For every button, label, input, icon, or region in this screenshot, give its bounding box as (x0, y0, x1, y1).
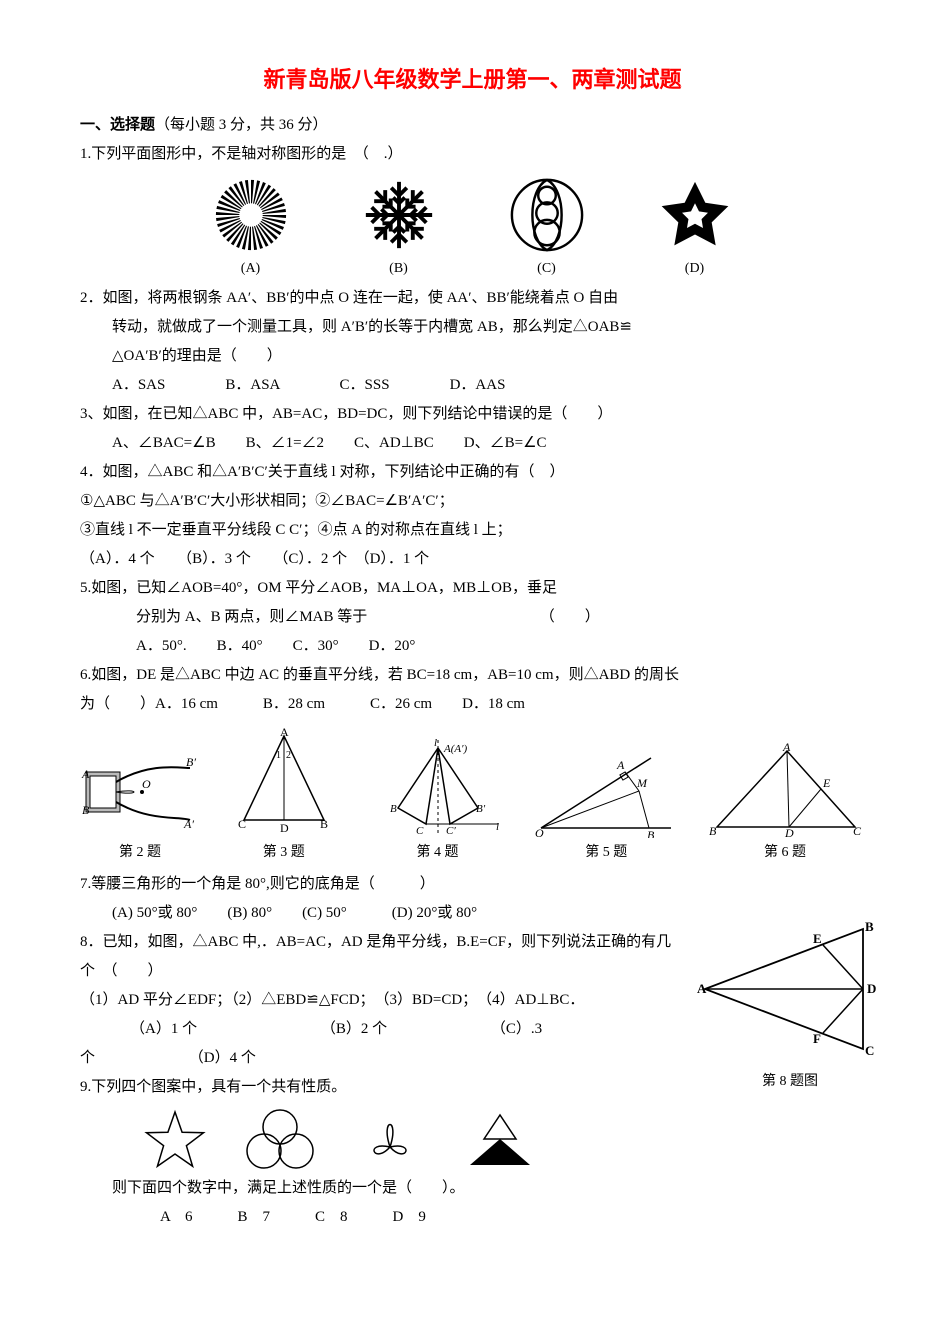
svg-text:D: D (867, 981, 876, 996)
svg-text:B′: B′ (476, 803, 486, 815)
page-title: 新青岛版八年级数学上册第一、两章测试题 (80, 60, 865, 100)
svg-text:A: A (280, 728, 289, 739)
q8-line5a: 个 (80, 1050, 95, 1066)
svg-text:O: O (142, 777, 151, 791)
svg-text:B: B (320, 817, 328, 831)
three-petals-icon (350, 1107, 430, 1173)
svg-text:F: F (813, 1031, 821, 1046)
svg-text:C′: C′ (446, 825, 456, 837)
q8-optC: （C）.3 (391, 1021, 542, 1037)
fig-q8-caption: 第 8 题图 (695, 1069, 885, 1094)
svg-text:E: E (822, 776, 831, 790)
svg-text:l: l (434, 738, 437, 749)
svg-text:A(A′): A(A′) (443, 743, 468, 755)
q1-optA-label: (A) (212, 256, 290, 281)
triangles-icon (460, 1107, 540, 1173)
q4-line1: 4．如图，△ABC 和△A′B′C′关于直线 l 对称，下列结论中正确的有（ ） (80, 459, 865, 486)
q1-optB: (B) (360, 176, 438, 281)
fig-q4: l A(A′) B C C′ B′ l 第 4 题 (368, 738, 508, 865)
q8-optD: （D）4 个 (99, 1050, 256, 1066)
caliper-icon: A B B′ A′ O (80, 748, 200, 838)
svg-text:B: B (865, 919, 874, 934)
svg-text:2: 2 (286, 750, 291, 761)
section-scoring: （每小题 3 分，共 36 分） (155, 117, 328, 133)
q9-opts: A 6 B 7 C 8 D 9 (80, 1204, 865, 1231)
section-1-heading: 一、选择题（每小题 3 分，共 36 分） (80, 112, 865, 139)
q3-opts: A、∠BAC=∠B B、∠1=∠2 C、AD⊥BC D、∠B=∠C (80, 430, 865, 457)
svg-text:C: C (238, 817, 246, 831)
q4-line2: ①△ABC 与△A′B′C′大小形状相同；②∠BAC=∠B′A′C′； (80, 488, 865, 515)
q1-text: 1.下列平面图形中，不是轴对称图形的是 （ .） (80, 141, 865, 168)
fig-q2-caption: 第 2 题 (80, 840, 200, 865)
svg-text:B: B (647, 828, 655, 838)
fig-q5: O A M B 第 5 题 (531, 743, 681, 865)
star-icon (656, 176, 734, 254)
q6-line1: 6.如图，DE 是△ABC 中边 AC 的垂直平分线，若 BC=18 cm，AB… (80, 662, 865, 689)
svg-text:O: O (535, 826, 544, 838)
fig-q6-caption: 第 6 题 (705, 840, 865, 865)
q2-opts: A．SAS B．ASA C．SSS D．AAS (80, 372, 865, 399)
svg-text:B′: B′ (186, 755, 196, 769)
svg-text:B: B (82, 803, 90, 817)
svg-text:C: C (865, 1043, 874, 1058)
symmetry-triangles-icon: l A(A′) B C C′ B′ l (368, 738, 508, 838)
q4-line3: ③直线 l 不一定垂直平分线段 C C′；④点 A 的对称点在直线 l 上； (80, 517, 865, 544)
q1-optD-label: (D) (656, 256, 734, 281)
svg-text:B: B (709, 824, 717, 838)
section-label: 一、选择题 (80, 117, 155, 133)
angle-bisector-icon: O A M B (531, 743, 681, 838)
isoceles-triangle-icon: A C B D 1 2 (224, 728, 344, 838)
q4-opts: （A）．4 个 （B）．3 个 （C）．2 个 （D）．1 个 (80, 546, 865, 573)
snowflake-icon (360, 176, 438, 254)
kite-triangle-icon: A B C D E F (695, 919, 885, 1069)
three-circles-icon (240, 1107, 320, 1173)
q8-optB: （B）2 个 (201, 1021, 387, 1037)
svg-text:M: M (636, 776, 648, 790)
fig-q3: A C B D 1 2 第 3 题 (224, 728, 344, 865)
q5-opts: A．50°. B．40° C．30° D．20° (80, 633, 865, 660)
q7-line1: 7.等腰三角形的一个角是 80°,则它的底角是（ ） (80, 871, 865, 898)
q2-line1: 2．如图，将两根钢条 AA′、BB′的中点 O 连在一起，使 AA′、BB′能绕… (80, 285, 865, 312)
q1-optD: (D) (656, 176, 734, 281)
q6-line2: 为（ ）A．16 cm B．28 cm C．26 cm D．18 cm (80, 691, 865, 718)
q1-optC: (C) (508, 176, 586, 281)
svg-text:A: A (697, 981, 707, 996)
q1-options: (A) (B) (C) (D) (80, 176, 865, 281)
svg-text:D: D (280, 821, 289, 835)
q5-line2: 分别为 A、B 两点，则∠MAB 等于 （ ） (80, 604, 865, 631)
perp-bisector-triangle-icon: A B C D E (705, 743, 865, 838)
q1-optC-label: (C) (508, 256, 586, 281)
q1-optB-label: (B) (360, 256, 438, 281)
svg-text:C: C (416, 825, 424, 837)
q2-line2: 转动，就做成了一个测量工具，则 A′B′的长等于内槽宽 AB，那么判定△OAB≌ (80, 314, 865, 341)
q9-icons (140, 1107, 865, 1173)
svg-text:A: A (81, 767, 90, 781)
svg-text:D: D (784, 826, 794, 838)
q1-optA: (A) (212, 176, 290, 281)
svg-text:C: C (853, 824, 862, 838)
sunburst-icon (212, 176, 290, 254)
fig-q5-caption: 第 5 题 (531, 840, 681, 865)
q5-line1: 5.如图，已知∠AOB=40°，OM 平分∠AOB，MA⊥OA，MB⊥OB，垂足 (80, 575, 865, 602)
svg-text:1: 1 (276, 750, 281, 761)
svg-text:A: A (616, 758, 625, 772)
fig-q4-caption: 第 4 题 (368, 840, 508, 865)
q2-line3: △OA′B′的理由是（ ） (80, 343, 865, 370)
fig-q3-caption: 第 3 题 (224, 840, 344, 865)
fig-q6: A B C D E 第 6 题 (705, 743, 865, 865)
fig-q2: A B B′ A′ O 第 2 题 (80, 748, 200, 865)
star-outline-icon (140, 1107, 210, 1173)
q8-optA: （A）1 个 (80, 1021, 197, 1037)
fig-q8: A B C D E F 第 8 题图 (695, 919, 885, 1094)
svg-text:A: A (782, 743, 791, 754)
svg-text:l: l (496, 821, 499, 833)
q9-line2: 则下面四个数字中，满足上述性质的一个是（ ）。 (80, 1175, 865, 1202)
circles-icon (508, 176, 586, 254)
svg-text:B: B (390, 803, 397, 815)
q3-line1: 3、如图，在已知△ABC 中，AB=AC，BD=DC，则下列结论中错误的是（ ） (80, 401, 865, 428)
svg-text:A′: A′ (183, 817, 194, 831)
svg-text:E: E (813, 931, 822, 946)
figures-row-1: A B B′ A′ O 第 2 题 A C B D 1 2 第 3 题 l A(… (80, 728, 865, 865)
q8-wrap: 8．已知，如图，△ABC 中,．AB=AC，AD 是角平分线，B.E=CF，则下… (80, 929, 865, 1072)
